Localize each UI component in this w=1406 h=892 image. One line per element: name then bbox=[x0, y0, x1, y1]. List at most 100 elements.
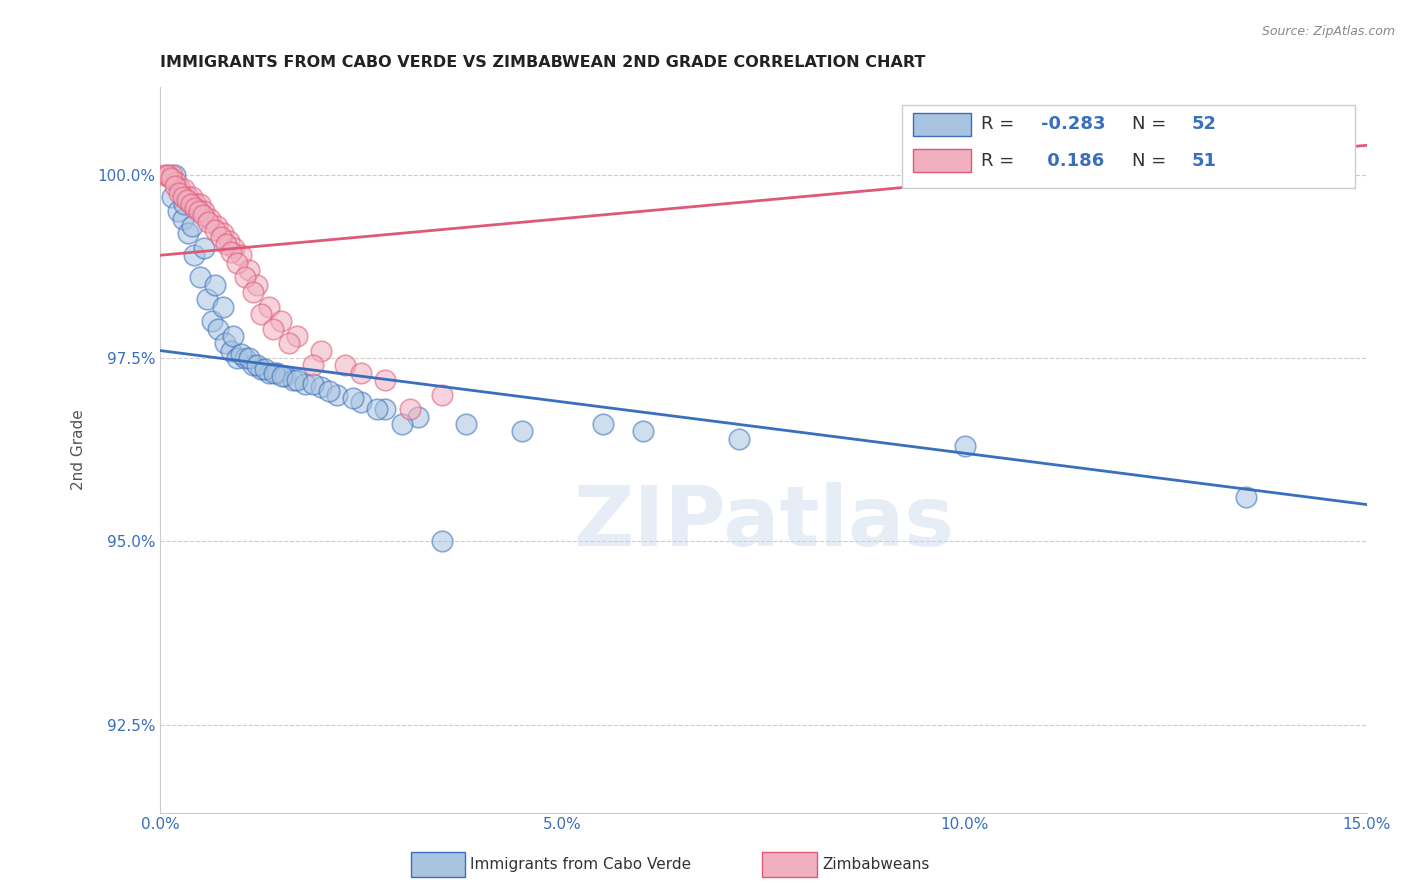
Point bbox=[257, 366, 280, 380]
Point bbox=[184, 201, 207, 215]
Point bbox=[233, 351, 256, 365]
Point bbox=[238, 351, 260, 365]
Point bbox=[180, 197, 202, 211]
Point bbox=[162, 168, 184, 182]
Text: N =: N = bbox=[1132, 115, 1171, 133]
Point bbox=[406, 409, 429, 424]
Point bbox=[285, 329, 308, 343]
Point bbox=[1234, 490, 1257, 504]
Point bbox=[169, 182, 191, 196]
Point bbox=[249, 307, 271, 321]
Point bbox=[190, 197, 212, 211]
Point bbox=[263, 366, 285, 380]
Point bbox=[153, 168, 176, 182]
Point bbox=[238, 263, 260, 277]
Point bbox=[274, 369, 297, 384]
Point bbox=[335, 358, 357, 372]
Point bbox=[163, 168, 186, 182]
FancyBboxPatch shape bbox=[912, 112, 972, 136]
Text: 0.186: 0.186 bbox=[1040, 152, 1104, 169]
Y-axis label: 2nd Grade: 2nd Grade bbox=[72, 409, 86, 490]
Point bbox=[285, 373, 308, 387]
Point bbox=[281, 373, 304, 387]
Point bbox=[631, 424, 654, 438]
Point bbox=[242, 285, 264, 299]
FancyBboxPatch shape bbox=[903, 104, 1355, 188]
Point bbox=[430, 387, 453, 401]
Text: ZIPatlas: ZIPatlas bbox=[574, 482, 955, 563]
Point bbox=[246, 277, 269, 292]
Text: R =: R = bbox=[981, 115, 1019, 133]
Point bbox=[229, 347, 252, 361]
Point bbox=[277, 336, 299, 351]
Point bbox=[165, 175, 187, 189]
Point bbox=[225, 255, 247, 269]
Point bbox=[454, 417, 477, 431]
Point bbox=[172, 189, 194, 203]
Point bbox=[187, 204, 209, 219]
Point bbox=[249, 362, 271, 376]
Point bbox=[225, 351, 247, 365]
Point bbox=[350, 366, 373, 380]
Point bbox=[366, 402, 388, 417]
Point bbox=[326, 387, 349, 401]
Point bbox=[157, 168, 180, 182]
Point bbox=[193, 204, 215, 219]
Point bbox=[219, 343, 242, 358]
Point bbox=[398, 402, 420, 417]
Point bbox=[173, 197, 195, 211]
FancyBboxPatch shape bbox=[912, 149, 972, 172]
Point bbox=[204, 222, 226, 236]
Point bbox=[193, 241, 215, 255]
Point bbox=[173, 182, 195, 196]
Point bbox=[592, 417, 614, 431]
Point bbox=[177, 226, 200, 240]
Point bbox=[221, 329, 243, 343]
Point bbox=[177, 189, 200, 203]
Point bbox=[309, 343, 332, 358]
Point bbox=[201, 314, 224, 328]
Text: 52: 52 bbox=[1192, 115, 1216, 133]
Point bbox=[302, 358, 325, 372]
Point bbox=[246, 358, 269, 372]
Point bbox=[953, 439, 976, 453]
Point bbox=[1291, 153, 1313, 167]
Point bbox=[181, 219, 204, 233]
Point bbox=[219, 244, 242, 259]
Point bbox=[374, 373, 396, 387]
Point bbox=[205, 219, 228, 233]
Point bbox=[191, 208, 214, 222]
Point bbox=[266, 366, 288, 380]
Point bbox=[430, 534, 453, 549]
Point bbox=[224, 241, 246, 255]
Text: Immigrants from Cabo Verde: Immigrants from Cabo Verde bbox=[470, 857, 690, 871]
Point bbox=[262, 321, 284, 335]
Point bbox=[198, 211, 221, 226]
Point bbox=[212, 300, 235, 314]
Point bbox=[233, 270, 256, 285]
Point bbox=[510, 424, 533, 438]
Text: -0.283: -0.283 bbox=[1040, 115, 1105, 133]
Point bbox=[207, 321, 229, 335]
Point bbox=[159, 171, 181, 186]
Text: R =: R = bbox=[981, 152, 1019, 169]
Point bbox=[374, 402, 396, 417]
Point bbox=[302, 376, 325, 391]
Point bbox=[172, 211, 194, 226]
Text: N =: N = bbox=[1132, 152, 1171, 169]
Point bbox=[186, 197, 208, 211]
Point bbox=[162, 189, 184, 203]
Text: Zimbabweans: Zimbabweans bbox=[823, 857, 929, 871]
Text: Source: ZipAtlas.com: Source: ZipAtlas.com bbox=[1261, 25, 1395, 38]
Point bbox=[271, 369, 294, 384]
Text: IMMIGRANTS FROM CABO VERDE VS ZIMBABWEAN 2ND GRADE CORRELATION CHART: IMMIGRANTS FROM CABO VERDE VS ZIMBABWEAN… bbox=[160, 55, 925, 70]
Point bbox=[309, 380, 332, 394]
Point bbox=[318, 384, 340, 398]
Point bbox=[212, 226, 235, 240]
Point bbox=[391, 417, 413, 431]
Point bbox=[209, 230, 232, 244]
Point bbox=[257, 300, 280, 314]
Point bbox=[294, 376, 316, 391]
Point bbox=[167, 186, 190, 200]
Point bbox=[342, 391, 364, 405]
